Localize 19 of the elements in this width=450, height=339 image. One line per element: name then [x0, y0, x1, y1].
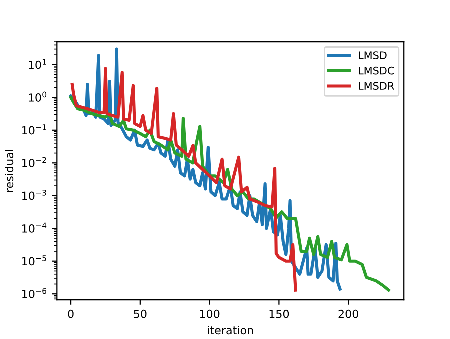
y-tick-label: 10$^{0}$ — [29, 92, 47, 102]
x-tick-label: 100 — [200, 310, 220, 318]
line-series — [70, 67, 298, 292]
legend-label: LMSD — [359, 52, 387, 60]
y-axis-title: residual — [5, 150, 14, 192]
y-tick-label: 10$^{−5}$ — [22, 256, 46, 266]
y-tick-label: 10$^{−6}$ — [22, 288, 47, 298]
y-tick-label: 10$^{−1}$ — [22, 124, 46, 135]
y-tick-label: 10$^{−2}$ — [22, 157, 46, 168]
x-tick-label: 0 — [68, 310, 74, 318]
y-tick-label: 10$^{−4}$ — [22, 222, 47, 233]
x-tick-label: 150 — [270, 310, 290, 318]
y-tick-label: 10$^{−3}$ — [22, 190, 46, 200]
legend-label: LMSDC — [359, 66, 394, 75]
x-tick-label: 50 — [134, 310, 147, 318]
x-axis-title: iteration — [208, 326, 254, 335]
x-tick-label: 200 — [338, 310, 358, 318]
y-tick-label: 10$^{1}$ — [29, 59, 46, 70]
legend-label: LMSDR — [359, 82, 394, 90]
